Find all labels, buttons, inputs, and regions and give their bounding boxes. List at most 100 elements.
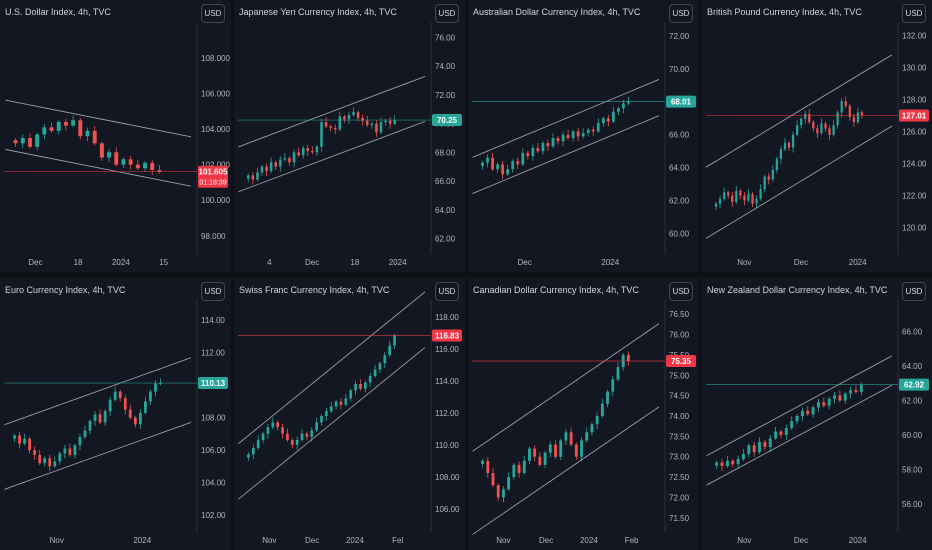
candle-body <box>35 134 40 147</box>
currency-button[interactable]: USD <box>435 4 459 23</box>
candle-body <box>486 157 489 163</box>
candle-body <box>251 175 255 180</box>
candle-body <box>491 473 495 486</box>
currency-button[interactable]: USD <box>201 4 225 23</box>
x-tick-label: Nov <box>737 258 751 267</box>
candle-body <box>536 147 540 152</box>
candle-body <box>343 116 346 120</box>
y-tick-label: 66.00 <box>669 131 690 140</box>
chart-panel[interactable]: 132.00 130.00 128.00 126.00 124.00 122.00 120.… <box>702 0 932 272</box>
last-price-tag <box>899 109 929 122</box>
candle-body <box>388 345 392 356</box>
candle-body <box>113 391 117 400</box>
y-tick-label: 100.000 <box>201 196 230 205</box>
x-tick-label: 18 <box>74 258 83 267</box>
candle-body <box>99 143 104 158</box>
chart-panel[interactable]: 114.00112.00110.00108.00106.00104.00102.… <box>0 278 231 550</box>
currency-button[interactable]: USD <box>435 282 459 301</box>
chart-panel[interactable]: 118.00 116.00 114.00 112.00 110.00 108.00 106.… <box>234 278 465 550</box>
candle-body <box>315 146 319 153</box>
candle-body <box>601 118 605 124</box>
candle-body <box>123 398 127 410</box>
chart-panel[interactable]: 72.0070.0068.0066.0064.0062.0060.00Dec20… <box>468 0 699 272</box>
channel-lower-line <box>705 125 893 239</box>
chart-panel[interactable]: 66.00 64.00 62.00 60.00 58.00 56.00 Nov Dec 2024… <box>702 278 932 550</box>
candle-body <box>795 416 799 422</box>
currency-button[interactable]: USD <box>902 4 926 23</box>
candle-body <box>133 417 137 425</box>
y-tick-label: 102.000 <box>201 161 230 170</box>
candle-body <box>324 122 328 127</box>
candle-body <box>844 101 847 106</box>
currency-button[interactable]: USD <box>902 282 926 301</box>
candle-body <box>305 433 309 437</box>
currency-button[interactable]: USD <box>669 4 693 23</box>
channel-lower-line <box>472 406 660 535</box>
candle-body <box>149 391 152 402</box>
candle-body <box>329 126 332 128</box>
channel-lower-line <box>4 421 192 490</box>
chart-canvas: 76.5076.0075.5075.0074.5074.0073.5073.00… <box>472 300 696 545</box>
candle-body <box>320 416 323 423</box>
candle-body <box>622 103 625 109</box>
chart-panel[interactable]: 76.5076.0075.5075.0074.5074.0073.5073.00… <box>468 278 699 550</box>
chart-panel[interactable]: 76.0074.0072.0070.0068.0066.0064.0062.00… <box>234 0 465 272</box>
currency-button[interactable]: USD <box>669 282 693 301</box>
last-price-value: 68.01 <box>671 98 692 107</box>
candle-body <box>261 433 265 440</box>
candle-body <box>787 142 791 148</box>
candle-body <box>626 354 630 362</box>
channel-upper-line <box>5 99 192 138</box>
candle-body <box>591 129 595 132</box>
y-tick-label: 62.00 <box>902 396 923 405</box>
x-tick-label: Dec <box>28 258 42 267</box>
y-tick-label: 73.50 <box>669 432 690 441</box>
x-tick-label: 2024 <box>601 258 619 267</box>
candle-body <box>265 166 268 172</box>
last-price-value: 110.13 <box>201 379 226 388</box>
candle-body <box>13 140 18 144</box>
x-tick-label: Dec <box>794 258 808 267</box>
currency-button[interactable]: USD <box>201 282 225 301</box>
candle-body <box>393 120 396 124</box>
chart-panel[interactable]: 108.000 106.000 104.000 102.000 100.000 98.00… <box>0 0 231 272</box>
y-tick-label: 68.00 <box>435 148 456 157</box>
candle-body <box>108 399 112 412</box>
candle-body <box>741 453 745 460</box>
candle-body <box>580 440 583 457</box>
candle-body <box>393 335 396 346</box>
x-tick-label: 2024 <box>849 536 867 545</box>
candle-body <box>860 112 864 116</box>
candle-body <box>274 162 278 167</box>
candle-body <box>551 138 555 147</box>
last-price-tag <box>666 355 696 368</box>
candle-body <box>359 384 362 389</box>
y-tick-label: 66.00 <box>435 177 456 186</box>
candle-body <box>791 134 795 148</box>
candle-body <box>260 166 264 173</box>
last-price-value: 70.25 <box>437 116 458 125</box>
candle-body <box>150 162 155 170</box>
candle-body <box>43 458 47 464</box>
channel-upper-line <box>472 79 660 158</box>
candle-body <box>68 448 72 455</box>
candle-body <box>779 149 783 159</box>
candle-body <box>292 152 296 163</box>
y-tick-label: 114.00 <box>201 316 225 325</box>
candle-body <box>859 384 863 392</box>
chart-canvas: 76.0074.0072.0070.0068.0066.0064.0062.00… <box>238 22 462 267</box>
candle-body <box>808 114 811 122</box>
candle-body <box>574 444 578 457</box>
y-tick-label: 108.00 <box>201 414 226 423</box>
candle-body <box>23 438 26 444</box>
candle-body <box>849 390 853 394</box>
y-tick-label: 60.00 <box>669 230 690 239</box>
candle-body <box>800 118 803 126</box>
candle-body <box>128 409 132 418</box>
candle-body <box>135 164 140 169</box>
candle-body <box>368 376 372 383</box>
y-tick-label: 76.50 <box>669 310 690 319</box>
candle-body <box>256 172 259 180</box>
candle-body <box>159 383 162 385</box>
